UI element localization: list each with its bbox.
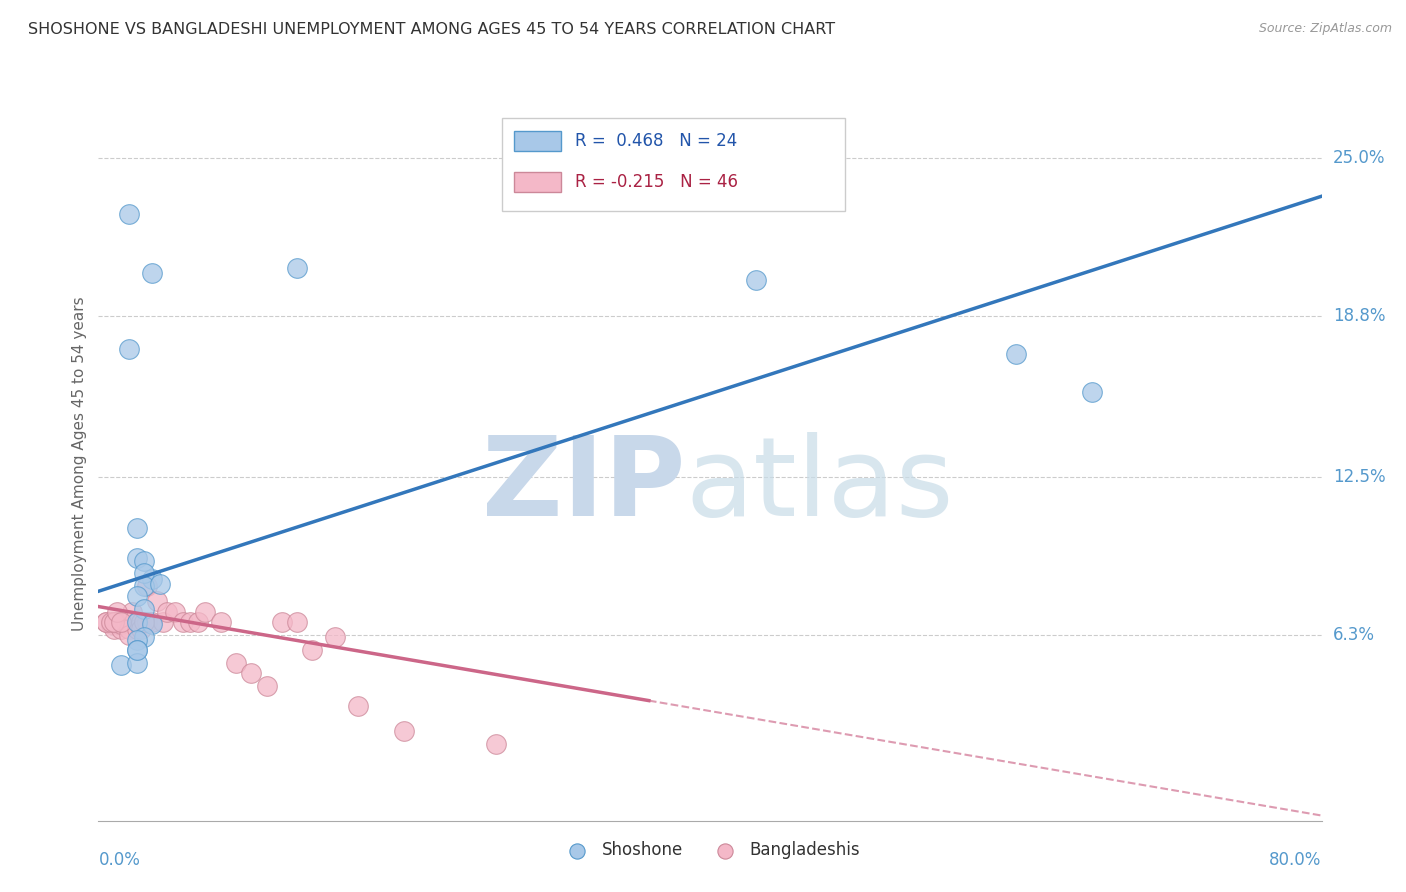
Point [209,615,232,629]
Point [125,551,148,566]
Point [1081,385,1104,400]
Text: SHOSHONE VS BANGLADESHI UNEMPLOYMENT AMONG AGES 45 TO 54 YEARS CORRELATION CHART: SHOSHONE VS BANGLADESHI UNEMPLOYMENT AMO… [28,22,835,37]
Point [194,605,217,619]
Text: R = -0.215   N = 46: R = -0.215 N = 46 [575,173,738,191]
Point [94,615,117,629]
Point [129,615,152,629]
Point [125,643,148,657]
Legend: Shoshone, Bangladeshis: Shoshone, Bangladeshis [553,835,868,866]
Point [156,605,179,619]
Point [103,615,125,629]
Text: R =  0.468   N = 24: R = 0.468 N = 24 [575,132,738,150]
Text: Source: ZipAtlas.com: Source: ZipAtlas.com [1258,22,1392,36]
Point [110,615,132,629]
Point [347,698,370,713]
Point [125,615,148,629]
Point [172,615,194,629]
Point [110,615,132,629]
Point [125,615,148,629]
Text: 12.5%: 12.5% [1333,467,1385,485]
Y-axis label: Unemployment Among Ages 45 to 54 years: Unemployment Among Ages 45 to 54 years [72,296,87,632]
Point [100,617,122,632]
Point [118,623,141,637]
Point [125,632,148,647]
Point [285,260,308,275]
Point [94,615,117,629]
Point [240,665,263,680]
Point [118,207,141,221]
Point [115,615,138,629]
Point [134,630,156,644]
Text: atlas: atlas [686,432,955,539]
Point [134,566,156,581]
Point [134,554,156,568]
Point [125,590,148,604]
Point [103,615,125,629]
Point [1004,347,1026,361]
Point [121,605,143,619]
Point [105,615,128,629]
Point [105,605,128,619]
Point [187,615,209,629]
Point [225,656,247,670]
Point [110,623,132,637]
Point [270,615,292,629]
Text: 6.3%: 6.3% [1333,625,1375,644]
Point [145,594,167,608]
Point [152,615,174,629]
Text: ZIP: ZIP [482,432,686,539]
Point [125,623,148,637]
Point [118,627,141,641]
Point [125,643,148,657]
Point [136,615,159,629]
Text: 25.0%: 25.0% [1333,149,1385,167]
Point [134,579,156,593]
Point [149,576,172,591]
Point [285,615,308,629]
Point [125,656,148,670]
Point [134,615,156,629]
Point [134,602,156,616]
Point [141,266,163,280]
Point [141,615,163,629]
Point [125,520,148,534]
Point [136,579,159,593]
Text: 0.0%: 0.0% [98,851,141,869]
Point [179,615,201,629]
Point [110,617,132,632]
Point [100,615,122,629]
Point [256,679,278,693]
Point [325,630,347,644]
Point [163,605,186,619]
Point [129,623,152,637]
Point [485,737,508,751]
Point [110,658,132,673]
Text: 18.8%: 18.8% [1333,307,1385,325]
FancyBboxPatch shape [515,172,561,192]
Point [107,617,129,632]
Point [392,724,416,739]
FancyBboxPatch shape [502,118,845,211]
Point [141,572,163,586]
Point [301,643,323,657]
Point [745,273,768,287]
Point [141,617,163,632]
Point [118,342,141,356]
Point [118,615,141,629]
FancyBboxPatch shape [515,130,561,151]
Text: 80.0%: 80.0% [1270,851,1322,869]
Point [103,623,125,637]
